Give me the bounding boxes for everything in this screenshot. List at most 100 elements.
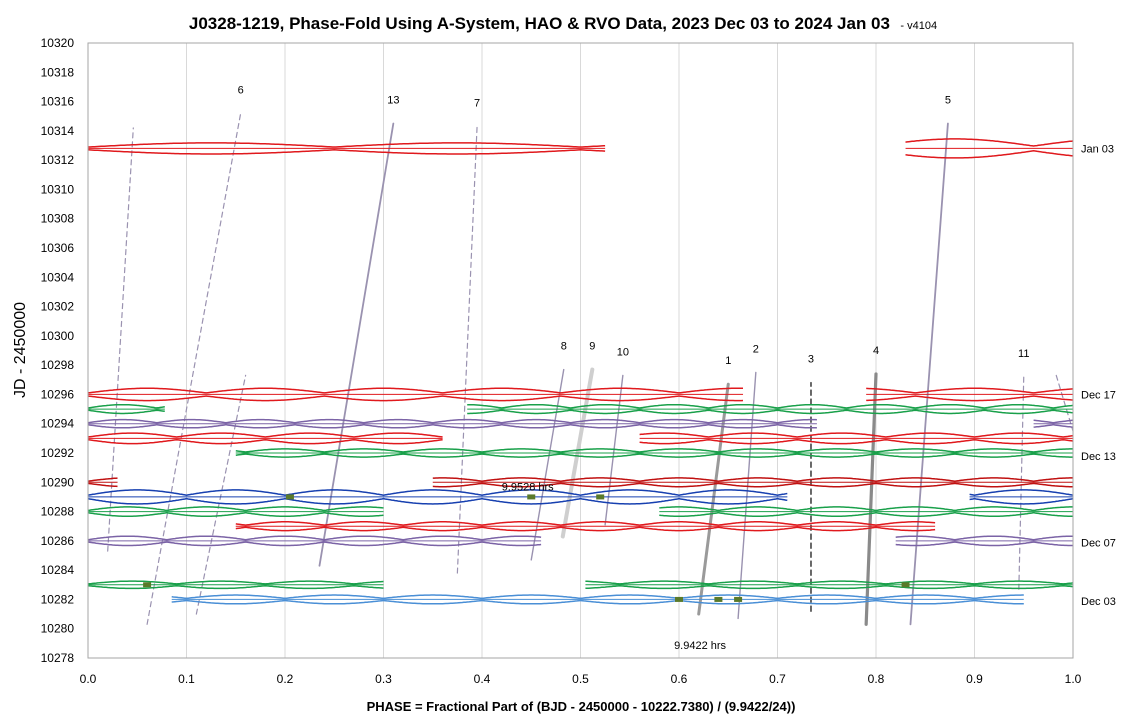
drift-line-1 — [697, 382, 730, 616]
y-tick-label-16: 10310 — [41, 182, 75, 196]
drift-label-11: 11 — [1018, 348, 1029, 360]
series-9-seg-0-lower — [87, 511, 384, 518]
chart-title-main: J0328-1219, Phase-Fold Using A-System, H… — [189, 14, 890, 33]
drift-label-13: 13 — [387, 95, 399, 107]
drift-label-6: 6 — [238, 84, 244, 96]
series-1-seg-0-upper — [905, 138, 1074, 147]
series-10-seg-0-lower — [235, 526, 936, 532]
y-tick-label-8: 10294 — [41, 417, 75, 431]
y-tick-label-3: 10284 — [41, 563, 75, 577]
x-tick-label-1: 0.1 — [178, 672, 195, 686]
x-tick-label-6: 0.6 — [671, 672, 688, 686]
series-11-seg-1-upper — [895, 535, 1073, 541]
drift-line-extra-12 — [107, 127, 134, 552]
drift-label-7: 7 — [474, 97, 480, 109]
drift-line-extra-14 — [1055, 374, 1074, 432]
series-3-seg-1-upper — [467, 403, 1074, 409]
series-2-seg-0-upper — [87, 387, 743, 394]
series-12-seg-1-lower — [585, 584, 1074, 590]
series-11-seg-1-lower — [895, 541, 1073, 547]
plot-frame — [87, 42, 1074, 659]
series-0-seg-0-upper — [88, 142, 606, 148]
series-7-seg-1-upper — [432, 477, 1073, 482]
series-8-seg-0-lower — [87, 497, 788, 505]
drift-line-8 — [530, 368, 565, 561]
x-tick-label-10: 1.0 — [1065, 672, 1082, 686]
drift-label-1: 1 — [725, 355, 731, 367]
annotation-1: 9.9422 hrs — [674, 640, 726, 652]
y-tick-label-19: 10316 — [41, 95, 75, 109]
series-8-seg-0-upper — [87, 489, 788, 496]
annotation-0: 9.9528 hrs — [502, 482, 554, 494]
series-8-seg-1-lower — [969, 497, 1074, 505]
drift-label-2: 2 — [753, 343, 759, 355]
date-label-1: Dec 17 — [1081, 389, 1116, 401]
series-4-seg-1-upper — [1033, 419, 1074, 424]
axes: 0.0 0.1 0.2 0.3 0.4 0.5 0.6 0.7 0.8 0.9 1.01027810… — [41, 36, 1082, 686]
y-tick-label-10: 10298 — [41, 358, 75, 372]
series-1-seg-0-lower — [905, 150, 1074, 159]
series-5-seg-1-lower — [639, 438, 1074, 445]
chart-title: J0328-1219, Phase-Fold Using A-System, H… — [189, 14, 937, 33]
series-4-seg-0-lower — [87, 423, 817, 429]
y-tick-label-17: 10312 — [41, 153, 75, 167]
grid — [186, 43, 975, 658]
x-tick-label-3: 0.3 — [375, 672, 392, 686]
series-13-seg-0-upper — [171, 594, 1024, 600]
drift-label-8: 8 — [561, 341, 567, 353]
series-9-seg-1-lower — [659, 511, 1074, 518]
series-13-seg-0-lower — [171, 599, 1024, 605]
date-labels: Jan 03 Dec 17 Dec 13 Dec 07 Dec 03 — [1081, 143, 1116, 607]
minimum-marker-5 — [675, 596, 683, 602]
x-tick-label-8: 0.8 — [868, 672, 885, 686]
x-axis-label: PHASE = Fractional Part of (BJD - 245000… — [367, 699, 796, 714]
drift-line-13 — [318, 122, 395, 567]
series-5-seg-0-upper — [87, 432, 443, 438]
y-tick-label-2: 10282 — [41, 592, 75, 606]
series-4-seg-0-upper — [87, 418, 817, 424]
series-7-seg-0-upper — [87, 477, 118, 482]
drift-label-5: 5 — [945, 95, 951, 107]
y-tick-label-12: 10302 — [41, 300, 75, 314]
x-tick-label-0: 0.0 — [80, 672, 97, 686]
chart-title-version: - v4104 — [900, 20, 937, 32]
series-4-seg-1-lower — [1033, 423, 1074, 428]
series-7-seg-0-lower — [87, 482, 118, 488]
y-tick-label-21: 10320 — [41, 36, 75, 50]
y-tick-label-0: 10278 — [41, 651, 75, 665]
series-0-seg-0-lower — [87, 149, 606, 155]
y-tick-label-15: 10308 — [41, 212, 75, 226]
series-3-seg-0-lower — [87, 409, 165, 415]
date-label-0: Jan 03 — [1081, 143, 1114, 155]
x-tick-label-9: 0.9 — [966, 672, 983, 686]
series-2-seg-1-upper — [866, 387, 1074, 394]
drift-labels: 6 13 7 5 8 9 10 1 2 3 4 11 — [238, 84, 1030, 367]
y-tick-label-14: 10306 — [41, 241, 75, 255]
series-9-seg-1-upper — [659, 506, 1073, 512]
series-3-seg-0-upper — [87, 403, 165, 409]
minima-markers — [143, 494, 910, 602]
y-tick-label-18: 10314 — [41, 124, 75, 138]
series-12-seg-1-upper — [585, 580, 1074, 585]
series-6-seg-0-upper — [235, 448, 1073, 453]
date-label-4: Dec 03 — [1081, 596, 1116, 608]
y-tick-label-4: 10286 — [41, 534, 75, 548]
minimum-marker-2 — [596, 494, 605, 500]
minimum-marker-6 — [714, 596, 723, 602]
x-tick-label-4: 0.4 — [474, 672, 491, 686]
x-tick-label-7: 0.7 — [769, 672, 786, 686]
y-tick-label-7: 10292 — [41, 446, 75, 460]
date-label-3: Dec 07 — [1081, 537, 1116, 549]
y-tick-label-6: 10290 — [41, 475, 75, 489]
minimum-marker-7 — [734, 596, 743, 602]
series-2-seg-0-lower — [87, 395, 744, 402]
series-3-seg-1-lower — [467, 409, 1074, 415]
series-10-seg-0-upper — [235, 521, 936, 526]
x-tick-label-2: 0.2 — [277, 672, 294, 686]
series-12-seg-0-upper — [87, 580, 384, 585]
minimum-marker-1 — [527, 494, 536, 500]
y-tick-label-1: 10280 — [41, 622, 75, 636]
annotations: 9.9528 hrs 9.9422 hrs — [502, 482, 727, 652]
y-axis-label: JD - 2450000 — [12, 302, 29, 398]
